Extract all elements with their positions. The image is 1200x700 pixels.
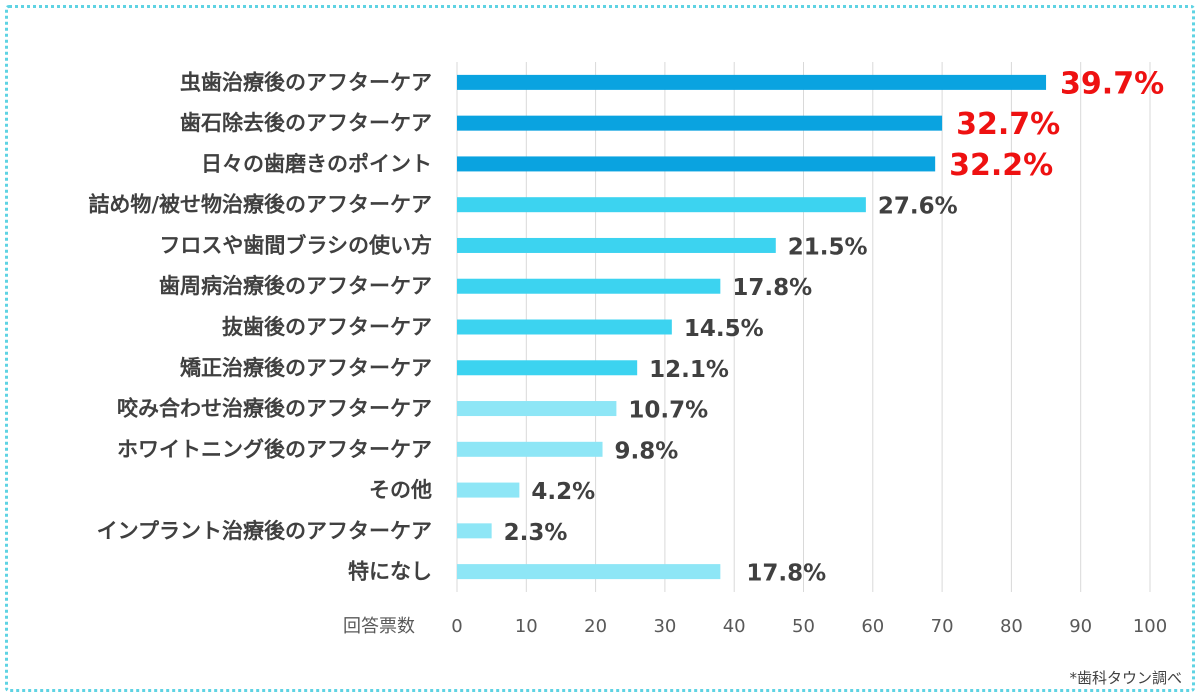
bar-7 — [457, 360, 638, 376]
category-label-9: ホワイトニング後のアフターケア — [117, 437, 432, 461]
bar-9 — [457, 441, 603, 457]
value-label-7: 12.1% — [649, 357, 729, 383]
x-tick-50: 50 — [792, 616, 815, 637]
bar-3 — [457, 197, 866, 213]
bar-10 — [457, 482, 520, 498]
value-label-9: 9.8% — [615, 438, 679, 464]
gridlines — [456, 62, 1151, 592]
bar-11 — [457, 523, 492, 539]
x-tick-60: 60 — [861, 616, 884, 637]
category-label-5: 歯周病治療後のアフターケア — [159, 274, 432, 298]
x-tick-90: 90 — [1069, 616, 1092, 637]
value-label-11: 2.3% — [504, 520, 568, 546]
category-label-7: 矯正治療後のアフターケア — [180, 356, 432, 380]
bar-1 — [457, 115, 943, 131]
value-label-3: 27.6% — [878, 194, 958, 220]
source-note: *歯科タウン調べ — [1069, 669, 1182, 687]
value-label-5: 17.8% — [732, 275, 812, 301]
value-label-2: 32.2% — [949, 148, 1053, 183]
category-label-12: 特になし — [348, 560, 432, 584]
category-label-8: 咬み合わせ治療後のアフターケア — [117, 397, 432, 421]
bar-5 — [457, 278, 721, 294]
x-tick-20: 20 — [584, 616, 607, 637]
bar-12 — [457, 564, 721, 580]
x-tick-30: 30 — [653, 616, 676, 637]
value-label-12: 17.8% — [746, 561, 826, 587]
bars — [457, 74, 1047, 580]
category-label-3: 詰め物/被せ物治療後のアフターケア — [88, 193, 432, 217]
value-label-8: 10.7% — [628, 398, 708, 424]
category-label-0: 虫歯治療後のアフターケア — [180, 70, 432, 94]
value-label-0: 39.7% — [1060, 66, 1164, 101]
category-labels: 虫歯治療後のアフターケア歯石除去後のアフターケア日々の歯磨きのポイント詰め物/被… — [88, 70, 432, 583]
x-tick-10: 10 — [515, 616, 538, 637]
category-label-2: 日々の歯磨きのポイント — [201, 152, 432, 176]
bar-8 — [457, 401, 617, 417]
value-label-1: 32.7% — [956, 107, 1060, 142]
bar-6 — [457, 319, 672, 335]
category-label-4: フロスや歯間ブラシの使い方 — [159, 233, 432, 257]
x-tick-70: 70 — [931, 616, 954, 637]
bar-0 — [457, 74, 1047, 90]
x-tick-0: 0 — [451, 616, 462, 637]
x-tick-100: 100 — [1133, 616, 1167, 637]
value-labels: 39.7%32.7% 32.2% 27.6% 21.5% 17.8% 14.5% 12.1%… — [504, 66, 1164, 586]
category-label-1: 歯石除去後のアフターケア — [180, 111, 432, 135]
value-label-10: 4.2% — [531, 479, 595, 505]
x-tick-80: 80 — [1000, 616, 1023, 637]
x-tick-40: 40 — [723, 616, 746, 637]
bar-4 — [457, 237, 776, 253]
category-label-6: 抜歯後のアフターケア — [222, 315, 432, 339]
category-label-10: その他 — [369, 478, 432, 502]
x-axis-title: 回答票数 — [343, 616, 415, 637]
category-label-11: インプラント治療後のアフターケア — [97, 519, 432, 543]
bar-2 — [457, 156, 936, 172]
value-label-4: 21.5% — [788, 234, 868, 260]
value-label-6: 14.5% — [684, 316, 764, 342]
x-tick-labels: 0 10 20 30 40 50 60 70 80 90 100 — [451, 616, 1167, 637]
